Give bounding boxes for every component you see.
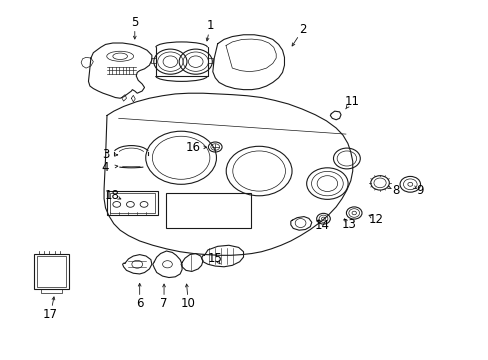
Bar <box>34 253 69 289</box>
Text: 15: 15 <box>207 252 222 265</box>
Text: 3: 3 <box>102 148 109 161</box>
Text: 14: 14 <box>314 219 329 233</box>
Text: 17: 17 <box>43 308 58 321</box>
Text: 18: 18 <box>104 189 119 202</box>
Text: 12: 12 <box>368 213 383 226</box>
Text: 6: 6 <box>136 297 143 310</box>
Bar <box>107 191 158 215</box>
Text: 2: 2 <box>299 23 306 36</box>
Bar <box>41 289 62 293</box>
Text: 5: 5 <box>131 16 138 29</box>
Text: 8: 8 <box>391 184 399 197</box>
Bar <box>165 193 250 228</box>
Text: 10: 10 <box>181 297 196 310</box>
Text: 4: 4 <box>102 161 109 174</box>
Bar <box>110 193 155 213</box>
Text: 13: 13 <box>341 218 356 231</box>
Text: 9: 9 <box>415 184 423 197</box>
Bar <box>37 256 66 287</box>
Text: 16: 16 <box>185 141 201 154</box>
Text: 1: 1 <box>206 19 214 32</box>
Text: 11: 11 <box>344 95 359 108</box>
Text: 7: 7 <box>160 297 167 310</box>
